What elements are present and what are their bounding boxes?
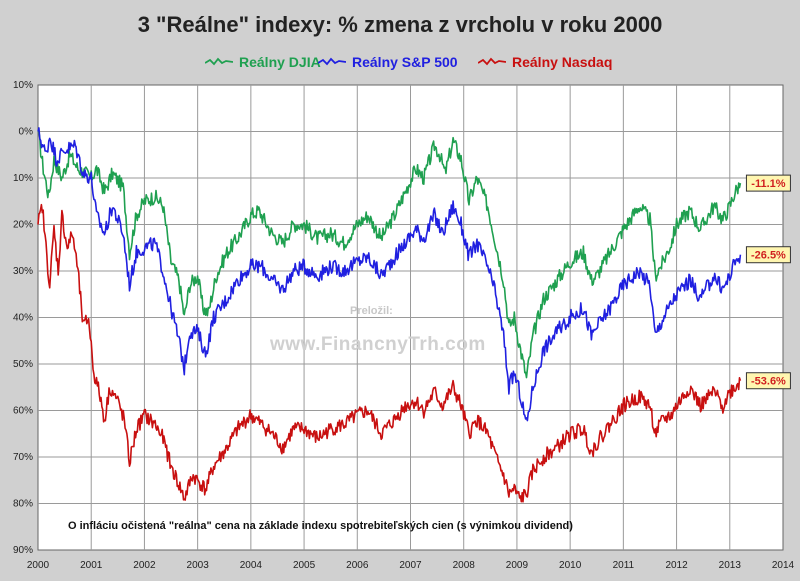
series-end-label: -26.5%	[745, 246, 791, 264]
y-tick-label: 90%	[13, 545, 33, 556]
x-tick-label: 2010	[559, 560, 582, 571]
series-end-label: -53.6%	[745, 372, 791, 390]
y-tick-label: 60%	[13, 406, 33, 417]
y-tick-label: 20%	[13, 220, 33, 231]
x-tick-label: 2007	[399, 560, 422, 571]
x-tick-label: 2006	[346, 560, 369, 571]
legend-label: Reálny DJIA	[239, 54, 321, 70]
x-tick-label: 2003	[187, 560, 210, 571]
legend-swatch	[318, 57, 346, 66]
x-tick-label: 2004	[240, 560, 263, 571]
legend-label: Reálny Nasdaq	[512, 54, 613, 70]
x-tick-label: 2012	[665, 560, 688, 571]
series-line	[37, 127, 742, 422]
x-tick-label: 2005	[293, 560, 316, 571]
series-line	[37, 130, 742, 379]
y-tick-label: 80%	[13, 499, 33, 510]
end-label-box	[745, 246, 791, 264]
legend-item: Reálny DJIA	[205, 52, 321, 72]
x-tick-label: 2008	[453, 560, 476, 571]
y-tick-label: 70%	[13, 452, 33, 463]
legend-label: Reálny S&P 500	[352, 54, 458, 70]
end-label-text: -11.1%	[751, 178, 785, 190]
footnote: O infláciu očistená "reálna" cena na zák…	[68, 520, 573, 532]
end-label-text: -53.6%	[751, 376, 786, 388]
watermark-credit: Preložil:	[350, 305, 393, 317]
series-end-label: -11.1%	[745, 174, 791, 192]
y-tick-label: 10%	[13, 173, 33, 184]
legend-item: Reálny S&P 500	[318, 52, 458, 72]
x-tick-label: 2001	[80, 560, 103, 571]
legend-swatch	[205, 57, 233, 66]
chart-title: 3 "Reálne" indexy: % zmena z vrcholu v r…	[137, 12, 663, 37]
y-tick-label: 30%	[13, 266, 33, 277]
end-label-box	[745, 174, 791, 192]
legend-item: Reálny Nasdaq	[478, 52, 612, 72]
x-tick-label: 2009	[506, 560, 529, 571]
x-tick-label: 2014	[772, 560, 795, 571]
x-tick-label: 2013	[719, 560, 742, 571]
y-tick-label: 50%	[13, 359, 33, 370]
y-tick-label: 40%	[13, 313, 33, 324]
x-tick-label: 2002	[133, 560, 156, 571]
legend-swatch	[478, 57, 506, 66]
y-tick-label: 10%	[13, 80, 33, 91]
end-label-text: -26.5%	[751, 250, 786, 262]
x-tick-label: 2011	[613, 560, 635, 571]
legend: Reálny DJIA Reálny S&P 500 Reálny Nasdaq	[0, 52, 800, 72]
end-label-box	[745, 372, 791, 390]
x-tick-label: 2000	[27, 560, 50, 571]
y-tick-label: 0%	[19, 127, 34, 138]
watermark-url: www.FinancnyTrh.com	[270, 334, 486, 355]
series-line	[37, 203, 742, 503]
